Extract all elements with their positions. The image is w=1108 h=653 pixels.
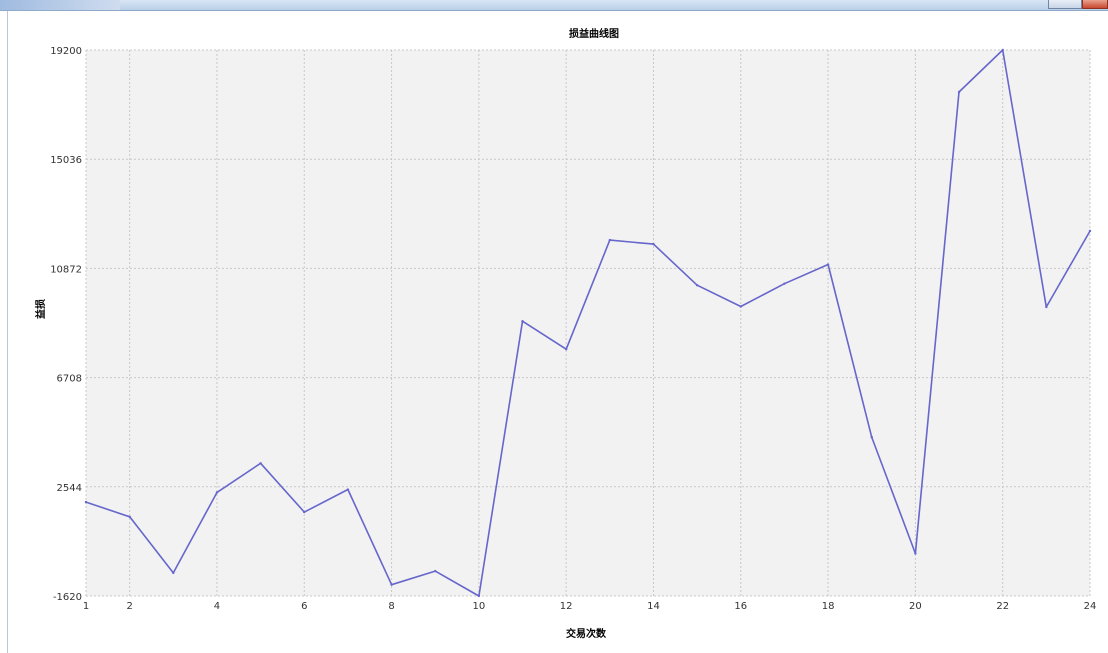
y-axis-title: 益损 (34, 299, 47, 319)
data-point (826, 263, 830, 266)
data-point (215, 491, 219, 494)
data-point (521, 319, 524, 323)
data-point (739, 305, 742, 308)
x-tick-label: 18 (822, 601, 835, 612)
chart-title: 损益曲线图 (569, 27, 619, 40)
data-point (783, 282, 786, 285)
data-point (1088, 229, 1092, 233)
x-tick-label: 8 (388, 601, 394, 612)
x-tick-label: 14 (647, 601, 660, 612)
y-tick-label: 15036 (50, 155, 82, 166)
x-axis-title: 交易次数 (566, 627, 607, 640)
data-point (914, 552, 917, 555)
x-axis-tick-labels: 1 2 4 6 8 10 12 14 16 18 20 22 24 (83, 601, 1097, 612)
y-axis-tick-labels: -1620 2544 6708 10872 15036 19200 (50, 46, 82, 603)
maximize-button[interactable] (1048, 0, 1082, 9)
x-tick-label: 24 (1084, 601, 1097, 612)
grid-lines (85, 49, 1091, 597)
data-point (434, 569, 437, 573)
y-tick-label: 6708 (57, 374, 82, 385)
x-tick-label: 10 (473, 601, 486, 612)
window-left-border (7, 11, 8, 653)
data-point (1001, 48, 1004, 52)
plot-area (86, 50, 1090, 596)
data-point (652, 242, 655, 246)
window-title-bar (0, 0, 1108, 11)
x-tick-label: 2 (126, 601, 132, 612)
data-point (172, 571, 175, 575)
data-point (1045, 305, 1048, 309)
data-point (128, 515, 131, 519)
data-point (390, 583, 393, 586)
data-point (870, 435, 873, 439)
data-point (695, 284, 699, 287)
data-point (303, 510, 306, 514)
x-tick-label: 16 (734, 601, 747, 612)
y-tick-label: 2544 (57, 483, 82, 494)
window-tab-edge (0, 0, 120, 10)
x-tick-label: 4 (214, 601, 220, 612)
y-tick-label: 19200 (50, 46, 82, 57)
x-tick-label: 22 (996, 601, 1009, 612)
x-tick-label: 6 (301, 601, 307, 612)
data-point (608, 238, 612, 242)
y-tick-label: 10872 (50, 264, 82, 275)
y-tick-label: -1620 (53, 592, 82, 603)
series-line (85, 49, 1091, 597)
x-tick-label: 1 (83, 601, 89, 612)
series-layer (84, 48, 1092, 598)
data-point (564, 348, 568, 351)
x-tick-label: 12 (560, 601, 573, 612)
data-point (477, 594, 481, 598)
data-point (346, 488, 350, 491)
data-point (84, 500, 88, 504)
data-point (259, 462, 262, 465)
data-point (957, 90, 961, 94)
x-tick-label: 20 (909, 601, 922, 612)
